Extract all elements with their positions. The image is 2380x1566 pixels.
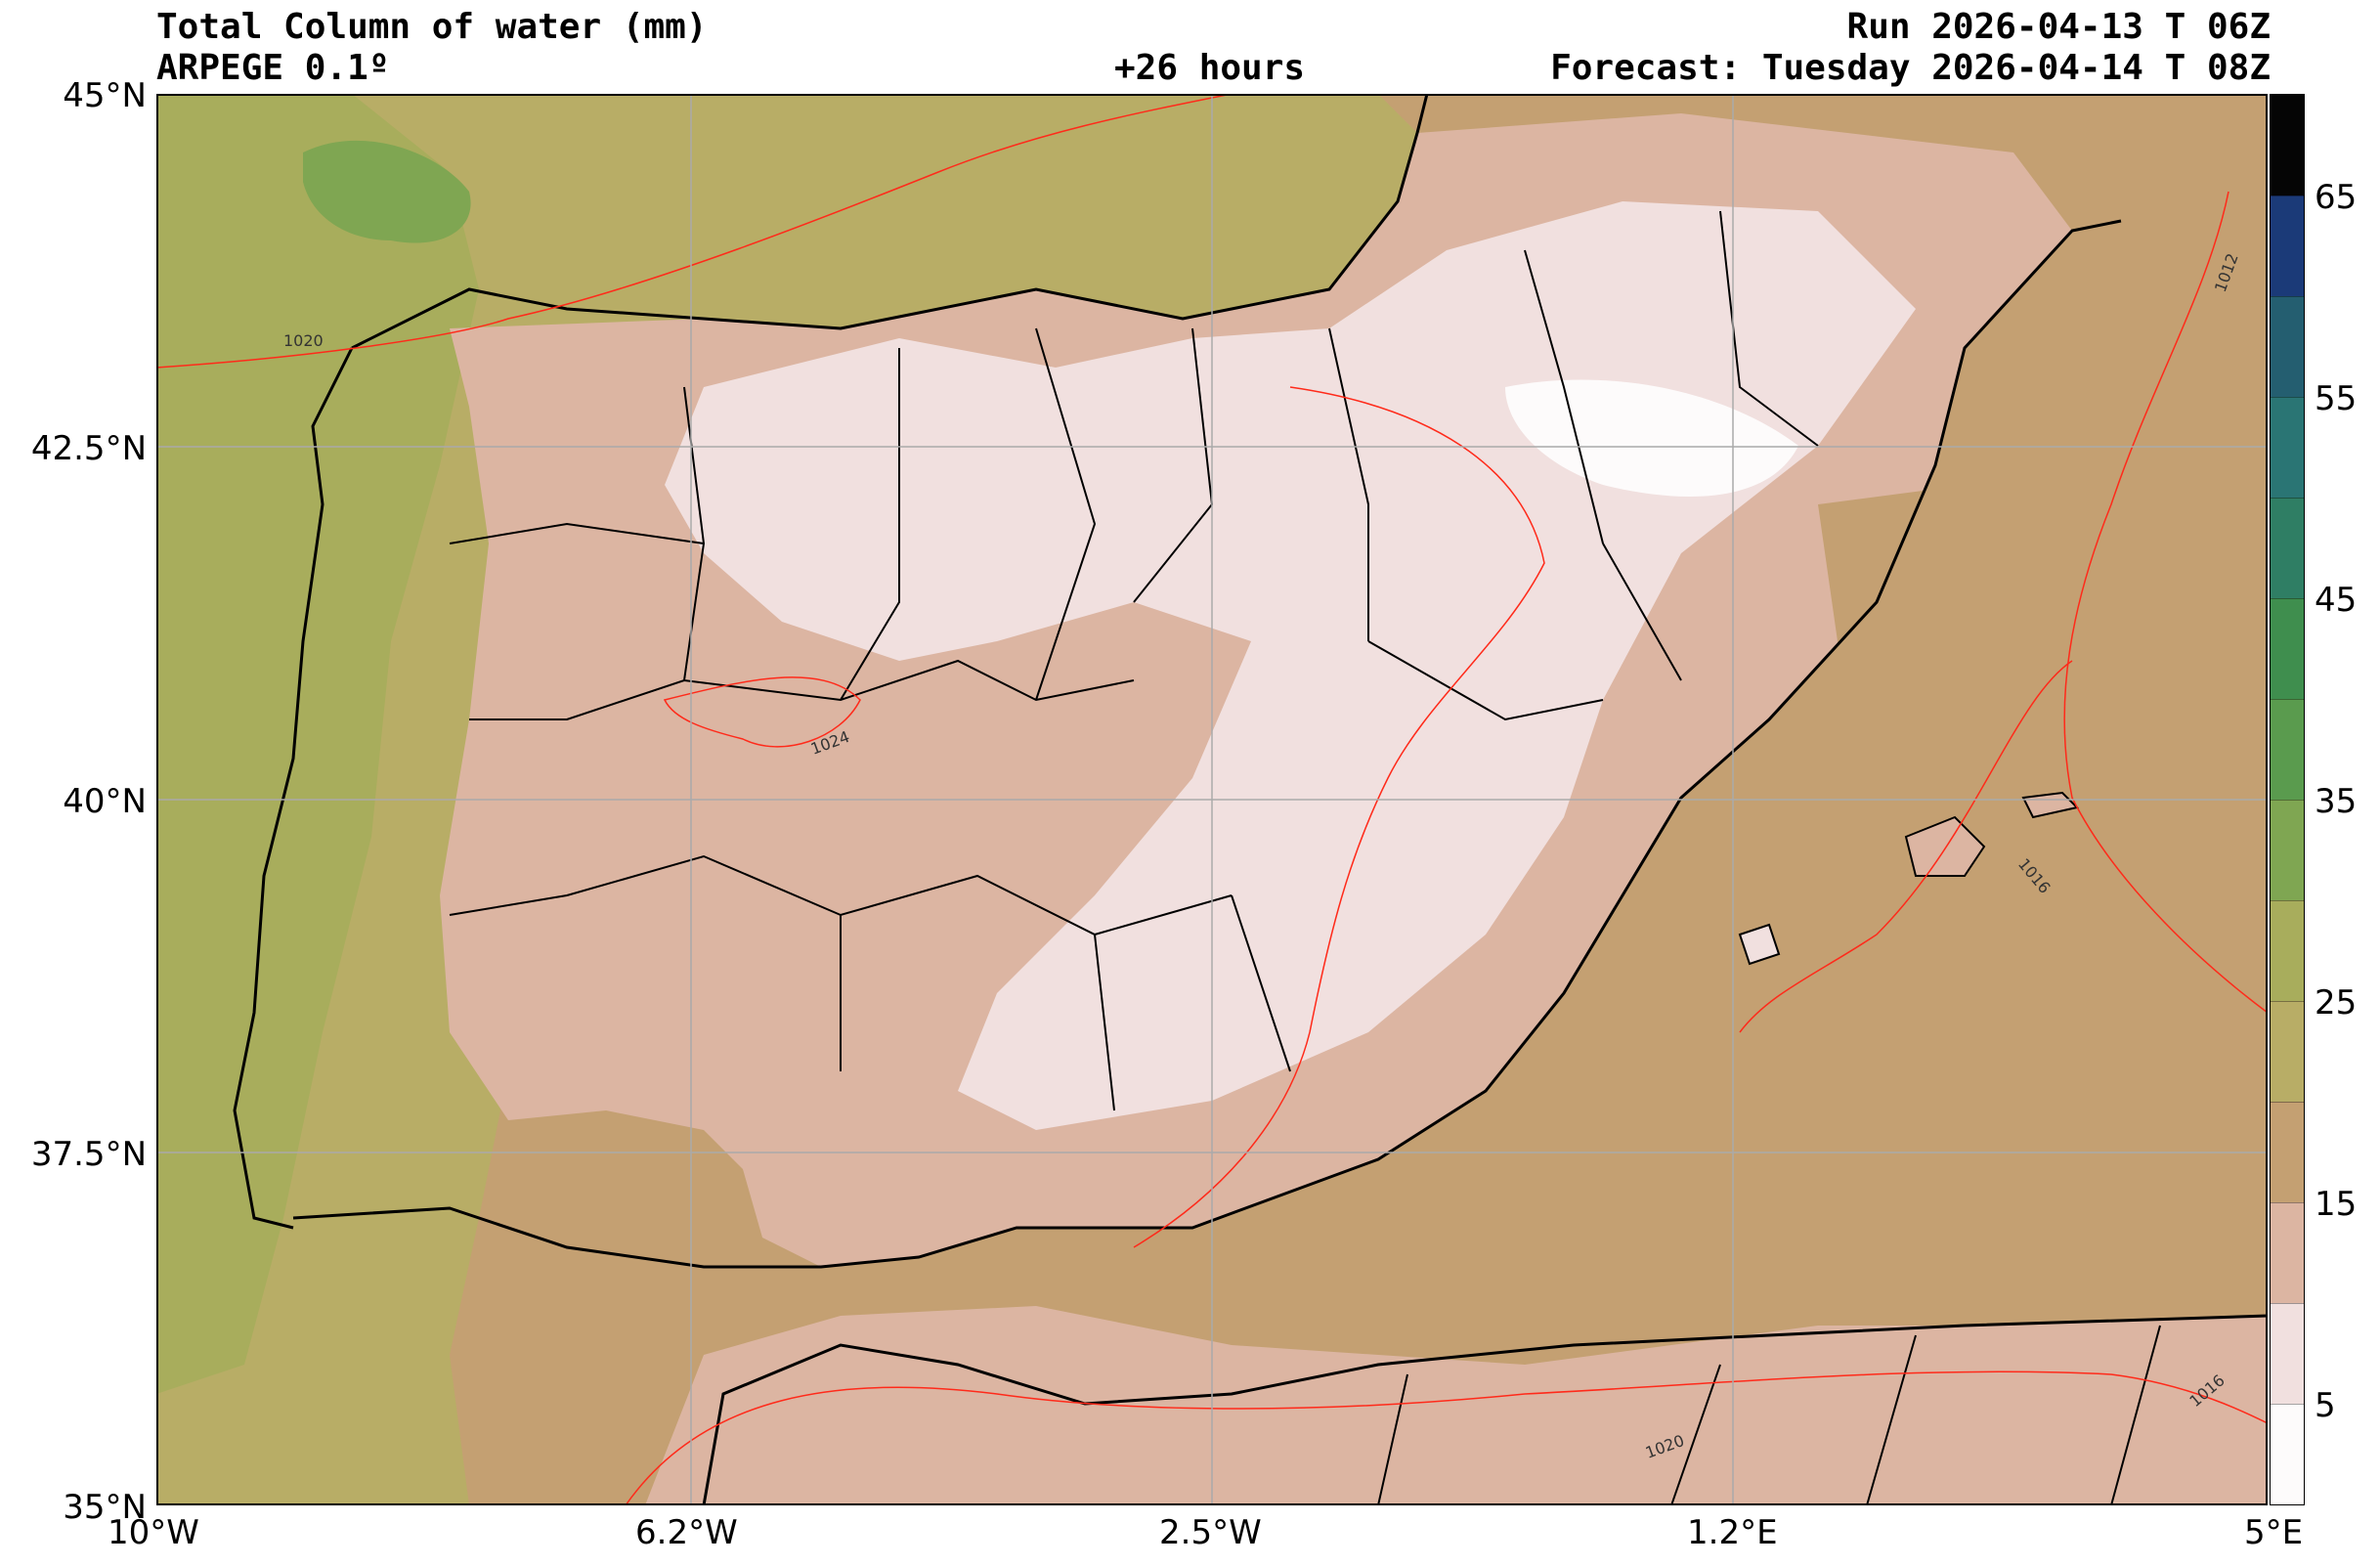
colorbar-band [2271, 296, 2304, 397]
isobar-line [1133, 386, 1545, 1248]
atlantic-band [156, 94, 479, 1394]
lat-label: 45°N [63, 76, 147, 115]
lat-label: 37.5°N [30, 1135, 147, 1174]
portugal-coastline [233, 347, 354, 1230]
water-column-map: 1020 1024 1016 1012 1016 1020 [156, 94, 2268, 1505]
region-borders [449, 210, 1819, 1111]
colorbar-tick-label: 5 [2315, 1386, 2336, 1425]
lat-label: 35°N [63, 1488, 147, 1527]
lead-time-label: +26 hours [1114, 48, 1306, 88]
colorbar [2270, 94, 2305, 1505]
colorbar-band [2271, 1202, 2304, 1303]
isobar-line [625, 1370, 2268, 1505]
colorbar-band [2271, 196, 2304, 296]
lat-label: 42.5°N [30, 429, 147, 468]
graticule [156, 94, 2268, 1505]
mediterranean-field [1476, 446, 2268, 1505]
lat-label: 40°N [63, 782, 147, 821]
map-border [156, 94, 2268, 1505]
lon-label: 5°E [2244, 1513, 2304, 1552]
isobar-label: 1020 [283, 331, 324, 350]
colorbar-band [2271, 95, 2304, 196]
colorbar-band [2271, 1102, 2304, 1202]
lon-label: 1.2°E [1687, 1513, 1778, 1552]
colorbar-tick-label: 35 [2315, 782, 2358, 821]
colorbar-tick-label: 55 [2315, 379, 2358, 418]
colorbar-band [2271, 1404, 2304, 1504]
isobar-line [1739, 660, 2073, 1033]
colorbar-band [2271, 800, 2304, 900]
colorbar-band [2271, 397, 2304, 498]
run-label: Run 2026-04-13 T 06Z [1846, 7, 2271, 47]
model-label: ARPEGE 0.1º [156, 48, 390, 88]
lon-label: 2.5°W [1159, 1513, 1262, 1552]
map-title: Total Column of water (mm) [156, 7, 708, 47]
north-africa-field [645, 1306, 2268, 1505]
colorbar-tick-label: 45 [2315, 581, 2358, 620]
colorbar-tick-label: 15 [2315, 1185, 2358, 1224]
ibiza [1738, 923, 1781, 966]
green-patch [303, 140, 471, 243]
very-dry-patch [1505, 379, 1798, 497]
colorbar-band [2271, 498, 2304, 598]
mallorca [1904, 815, 1986, 877]
isobar-line [2063, 191, 2268, 1014]
lon-label: 10°W [108, 1513, 199, 1552]
colorbar-band [2271, 699, 2304, 800]
isobar-line [156, 94, 1233, 369]
colorbar-band [2271, 598, 2304, 699]
map-area[interactable]: 1020 1024 1016 1012 1016 1020 [156, 94, 2268, 1505]
south-coastline [292, 219, 2122, 1269]
colorbar-band [2271, 900, 2304, 1001]
lon-label: 6.2°W [635, 1513, 738, 1552]
colorbar-tick-label: 25 [2315, 983, 2358, 1022]
africa-borders [1377, 1325, 2161, 1505]
colorbar-band [2271, 1303, 2304, 1404]
forecast-label: Forecast: Tuesday 2026-04-14 T 08Z [1550, 48, 2271, 88]
colorbar-tick-label: 65 [2315, 178, 2358, 217]
colorbar-band [2271, 1001, 2304, 1102]
africa-coastline [702, 1314, 2268, 1505]
iberia-coastline [351, 94, 1429, 350]
isobar-line [663, 676, 861, 748]
